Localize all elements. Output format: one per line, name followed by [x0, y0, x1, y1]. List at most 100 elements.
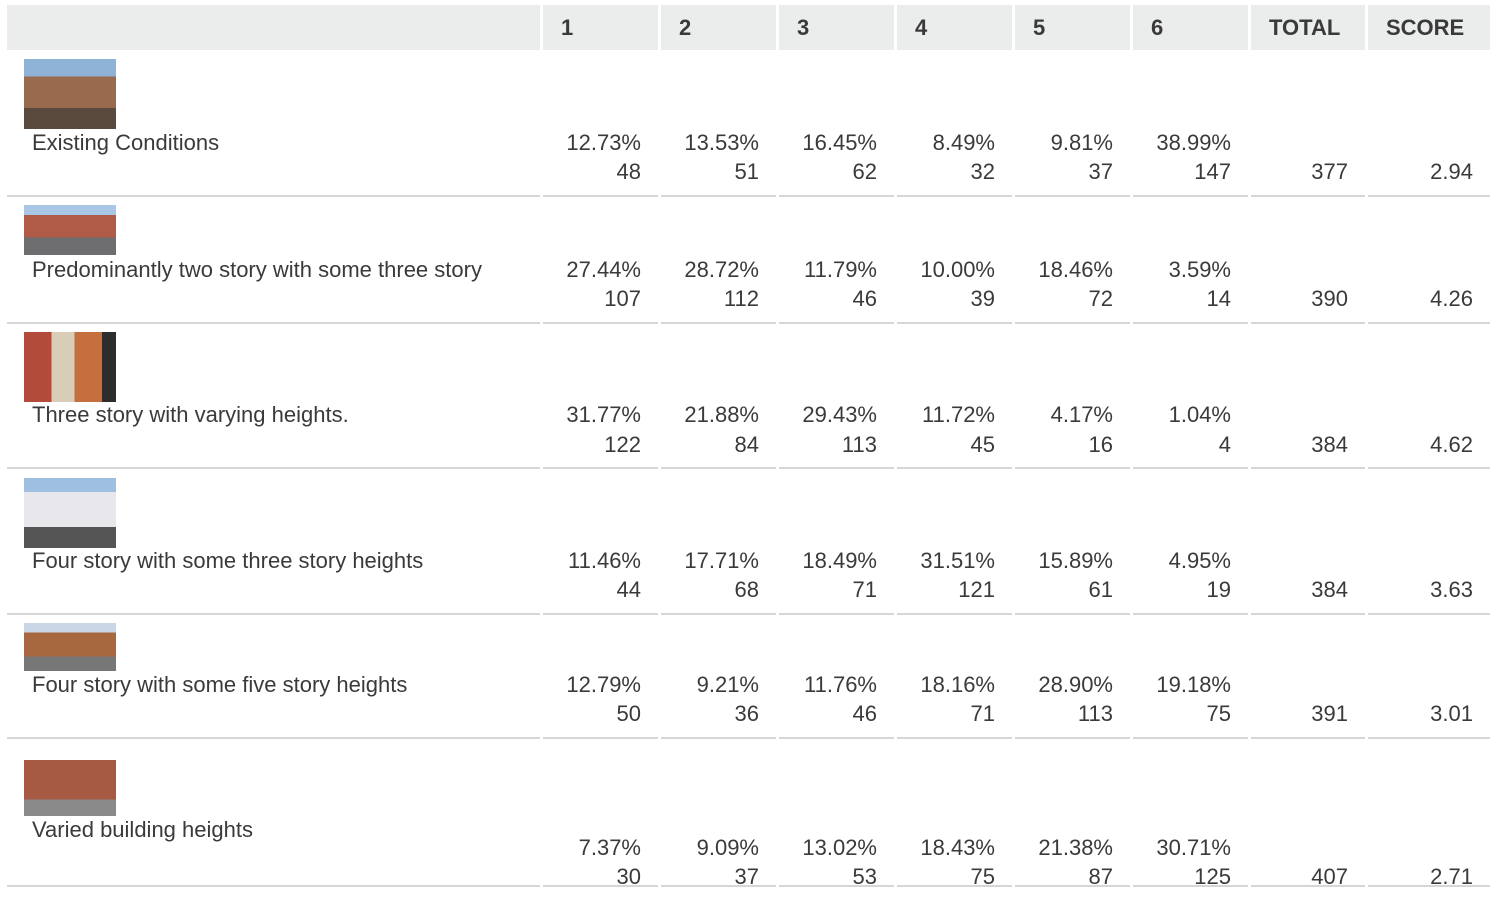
count: 48	[543, 159, 658, 185]
total: 390	[1251, 286, 1365, 312]
percent: 18.49%	[779, 548, 894, 574]
thumbnail	[24, 623, 116, 671]
row-divider	[7, 322, 540, 324]
row-divider	[661, 322, 776, 324]
count: 46	[779, 286, 894, 312]
percent: 8.49%	[897, 130, 1012, 156]
count: 51	[661, 159, 776, 185]
row-divider	[779, 885, 894, 887]
header-label-cell	[7, 5, 540, 50]
row-divider	[661, 467, 776, 469]
row-divider	[1251, 467, 1365, 469]
row-divider	[7, 885, 540, 887]
count: 121	[897, 577, 1012, 603]
percent: 21.38%	[1015, 835, 1130, 861]
row-label: Four story with some three story heights	[32, 548, 423, 574]
count: 39	[897, 286, 1012, 312]
score: 2.94	[1368, 159, 1490, 185]
row-divider	[1251, 885, 1365, 887]
header-cell: 5	[1015, 5, 1130, 50]
row-divider	[543, 322, 658, 324]
percent: 11.72%	[897, 402, 1012, 428]
percent: 16.45%	[779, 130, 894, 156]
row-divider	[1015, 467, 1130, 469]
count: 36	[661, 701, 776, 727]
thumbnail	[24, 205, 116, 255]
total: 377	[1251, 159, 1365, 185]
header-cell: SCORE	[1368, 5, 1490, 50]
percent: 21.88%	[661, 402, 776, 428]
thumbnail	[24, 59, 116, 129]
percent: 9.09%	[661, 835, 776, 861]
row-divider	[897, 885, 1012, 887]
row-divider	[543, 467, 658, 469]
row-label: Three story with varying heights.	[32, 402, 349, 428]
total: 391	[1251, 701, 1365, 727]
percent: 38.99%	[1133, 130, 1248, 156]
row-divider	[779, 195, 894, 197]
count: 75	[1133, 701, 1248, 727]
count: 46	[779, 701, 894, 727]
percent: 9.21%	[661, 672, 776, 698]
percent: 27.44%	[543, 257, 658, 283]
count: 4	[1133, 432, 1248, 458]
count: 19	[1133, 577, 1248, 603]
row-divider	[543, 885, 658, 887]
row-divider	[661, 195, 776, 197]
count: 61	[1015, 577, 1130, 603]
percent: 12.79%	[543, 672, 658, 698]
row-divider	[897, 195, 1012, 197]
count: 147	[1133, 159, 1248, 185]
row-divider	[7, 737, 540, 739]
percent: 4.95%	[1133, 548, 1248, 574]
row-divider	[1015, 737, 1130, 739]
row-divider	[1133, 737, 1248, 739]
percent: 30.71%	[1133, 835, 1248, 861]
row-divider	[779, 467, 894, 469]
thumbnail	[24, 478, 116, 548]
row-divider	[1368, 467, 1490, 469]
header-cell: 1	[543, 5, 658, 50]
row-divider	[1251, 322, 1365, 324]
row-divider	[1133, 885, 1248, 887]
percent: 19.18%	[1133, 672, 1248, 698]
percent: 4.17%	[1015, 402, 1130, 428]
row-divider	[543, 613, 658, 615]
row-divider	[1015, 613, 1130, 615]
row-divider	[7, 195, 540, 197]
percent: 28.90%	[1015, 672, 1130, 698]
percent: 11.76%	[779, 672, 894, 698]
row-divider	[1133, 195, 1248, 197]
count: 113	[779, 432, 894, 458]
row-divider	[1368, 195, 1490, 197]
row-label: Existing Conditions	[32, 130, 219, 156]
row-divider	[897, 322, 1012, 324]
row-label: Varied building heights	[32, 817, 253, 843]
row-divider	[1015, 885, 1130, 887]
row-divider	[779, 322, 894, 324]
percent: 1.04%	[1133, 402, 1248, 428]
header-cell: 6	[1133, 5, 1248, 50]
row-divider	[897, 613, 1012, 615]
percent: 29.43%	[779, 402, 894, 428]
row-divider	[543, 737, 658, 739]
score: 3.63	[1368, 577, 1490, 603]
row-divider	[779, 737, 894, 739]
percent: 17.71%	[661, 548, 776, 574]
count: 68	[661, 577, 776, 603]
percent: 12.73%	[543, 130, 658, 156]
row-label: Four story with some five story heights	[32, 672, 407, 698]
score: 4.26	[1368, 286, 1490, 312]
percent: 28.72%	[661, 257, 776, 283]
count: 50	[543, 701, 658, 727]
header-cell: TOTAL	[1251, 5, 1365, 50]
score: 3.01	[1368, 701, 1490, 727]
percent: 9.81%	[1015, 130, 1130, 156]
count: 62	[779, 159, 894, 185]
percent: 10.00%	[897, 257, 1012, 283]
row-divider	[779, 613, 894, 615]
count: 44	[543, 577, 658, 603]
results-table: 123456TOTALSCOREExisting Conditions12.73…	[0, 0, 1499, 900]
row-divider	[1368, 322, 1490, 324]
percent: 18.43%	[897, 835, 1012, 861]
